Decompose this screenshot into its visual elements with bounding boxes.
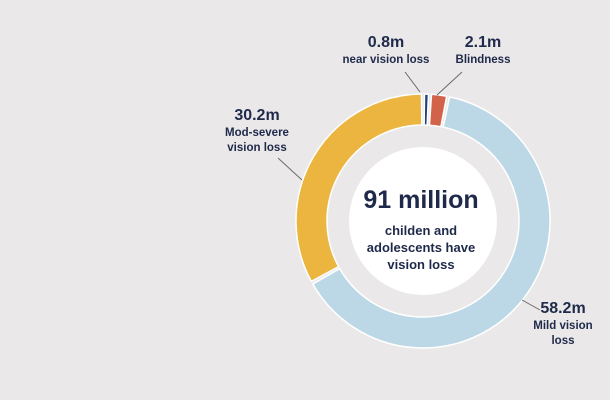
leader-line-2 bbox=[521, 299, 541, 311]
slice-value-label-1: 2.1m bbox=[465, 34, 501, 51]
leader-line-1 bbox=[436, 71, 463, 96]
center-subtext-line-2: adolescents have bbox=[367, 240, 475, 255]
slice-value-label-2: 58.2m bbox=[540, 300, 585, 317]
slice-value-label-3: 30.2m bbox=[234, 107, 279, 124]
center-subtext-line-1: childen and bbox=[385, 223, 457, 238]
leader-line-0 bbox=[404, 71, 421, 93]
center-headline: 91 million bbox=[363, 186, 478, 214]
donut-slice-0 bbox=[423, 93, 430, 126]
slice-category-label-3-0: Mod-severe bbox=[225, 127, 289, 139]
leader-line-3 bbox=[277, 157, 303, 181]
slice-category-label-3-1: vision loss bbox=[227, 142, 286, 154]
slice-category-label-0-0: near vision loss bbox=[343, 54, 430, 66]
donut-slices bbox=[295, 93, 551, 349]
slice-category-label-1-0: Blindness bbox=[456, 54, 511, 66]
donut-slice-1 bbox=[428, 93, 448, 128]
slice-category-label-2-0: Mild vision bbox=[533, 320, 592, 332]
donut-slice-3 bbox=[295, 93, 423, 283]
slice-value-label-0: 0.8m bbox=[368, 34, 404, 51]
donut-slice-2 bbox=[311, 95, 551, 349]
center-subtext-line-3: vision loss bbox=[387, 257, 454, 272]
slice-category-label-2-1: loss bbox=[551, 335, 574, 347]
donut-center bbox=[349, 147, 497, 295]
leader-lines bbox=[277, 71, 541, 311]
slice-labels: 0.8m near vision loss 2.1m Blindness 58.2m Mi… bbox=[225, 34, 593, 347]
